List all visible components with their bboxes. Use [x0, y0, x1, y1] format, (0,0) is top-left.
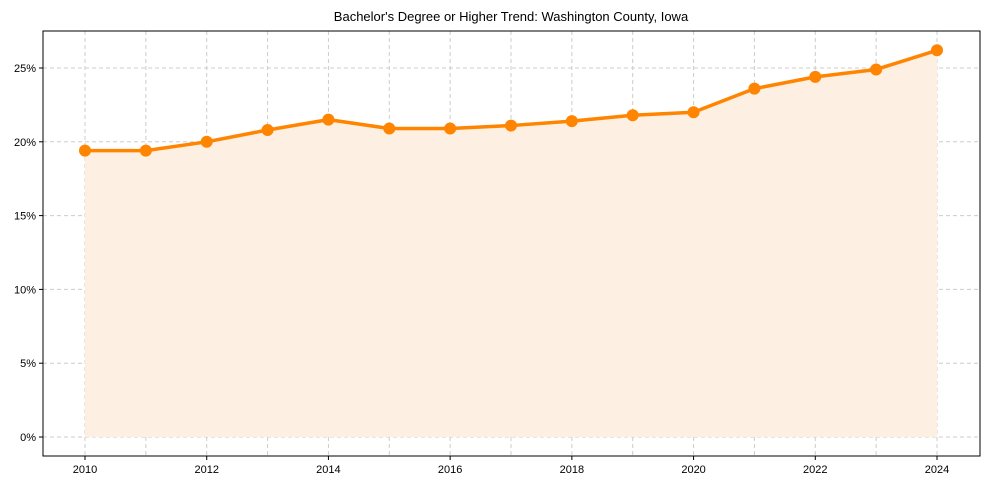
x-tick-label: 2010 — [73, 464, 97, 476]
data-point — [809, 70, 822, 83]
y-tick-label: 5% — [20, 358, 36, 370]
data-markers — [79, 44, 943, 157]
y-axis: 0% 5% 10% 15% 20% 25% — [14, 63, 43, 444]
x-tick-label: 2022 — [803, 464, 827, 476]
y-tick-label: 15% — [14, 211, 36, 223]
x-tick-label: 2018 — [560, 464, 584, 476]
data-point — [565, 115, 578, 128]
data-point — [200, 135, 213, 148]
y-tick-label: 10% — [14, 284, 36, 296]
data-point — [139, 144, 152, 157]
data-point — [261, 123, 274, 136]
chart-title: Bachelor's Degree or Higher Trend: Washi… — [334, 9, 689, 24]
data-point — [444, 122, 457, 135]
data-point — [931, 44, 943, 57]
x-tick-label: 2016 — [438, 464, 462, 476]
x-tick-label: 2014 — [316, 464, 340, 476]
y-tick-label: 0% — [20, 432, 36, 444]
x-axis: 2010 2012 2014 2016 2018 2020 2022 2024 — [73, 456, 949, 476]
data-point — [748, 82, 761, 95]
data-point — [79, 144, 91, 157]
area-fill — [85, 50, 937, 438]
data-point — [626, 109, 639, 122]
y-tick-label: 25% — [14, 63, 36, 75]
y-tick-label: 20% — [14, 137, 36, 149]
data-point — [322, 113, 335, 126]
data-point — [687, 106, 700, 119]
plot-frame — [42, 30, 981, 457]
data-point — [505, 119, 517, 132]
x-tick-label: 2012 — [194, 464, 218, 476]
data-point — [383, 122, 396, 135]
data-point — [870, 63, 883, 76]
x-tick-label: 2020 — [681, 464, 705, 476]
x-tick-label: 2024 — [925, 464, 949, 476]
